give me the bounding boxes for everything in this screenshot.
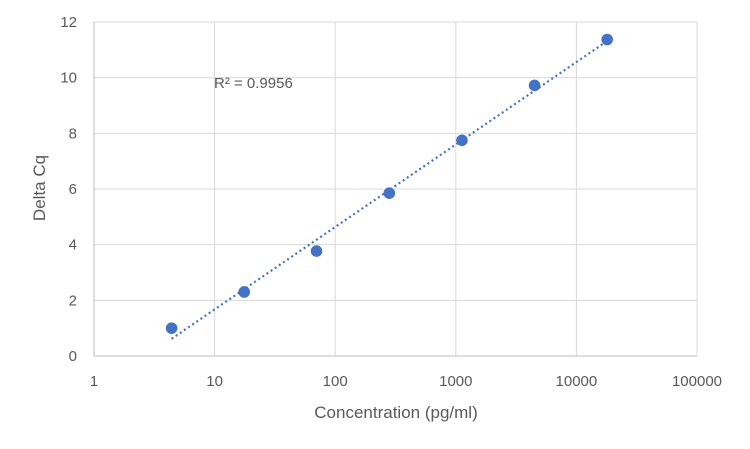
x-tick-label: 100 bbox=[323, 373, 348, 390]
x-tick-label: 1000 bbox=[439, 373, 472, 390]
data-point bbox=[456, 134, 468, 147]
x-tick-label: 1 bbox=[90, 373, 98, 390]
y-tick-label: 8 bbox=[69, 125, 77, 142]
x-tick-label: 100000 bbox=[672, 373, 722, 390]
data-points bbox=[165, 33, 613, 334]
y-tick-label: 6 bbox=[69, 181, 77, 198]
x-tick-label: 10000 bbox=[556, 373, 598, 390]
data-point bbox=[383, 187, 396, 199]
y-tick-label: 4 bbox=[69, 237, 77, 254]
y-tick-label: 10 bbox=[60, 70, 77, 87]
data-point bbox=[601, 33, 613, 46]
y-tick-label: 2 bbox=[69, 292, 77, 309]
data-point bbox=[238, 286, 251, 298]
data-point bbox=[310, 245, 323, 257]
data-point bbox=[165, 322, 178, 334]
r-squared-annotation: R² = 0.9956 bbox=[214, 75, 293, 92]
y-axis-title: Delta Cq bbox=[30, 155, 49, 221]
y-tick-label: 0 bbox=[69, 348, 77, 365]
x-tick-label: 10 bbox=[206, 373, 223, 390]
gridlines bbox=[94, 21, 698, 356]
x-axis-title: Concentration (pg/ml) bbox=[314, 403, 477, 422]
data-point bbox=[528, 79, 541, 92]
axes bbox=[93, 22, 697, 357]
y-tick-label: 12 bbox=[60, 14, 77, 31]
tick-labels: 0 2 4 6 8 10 12 1 10 100 1000 10000 100000 bbox=[60, 14, 722, 390]
